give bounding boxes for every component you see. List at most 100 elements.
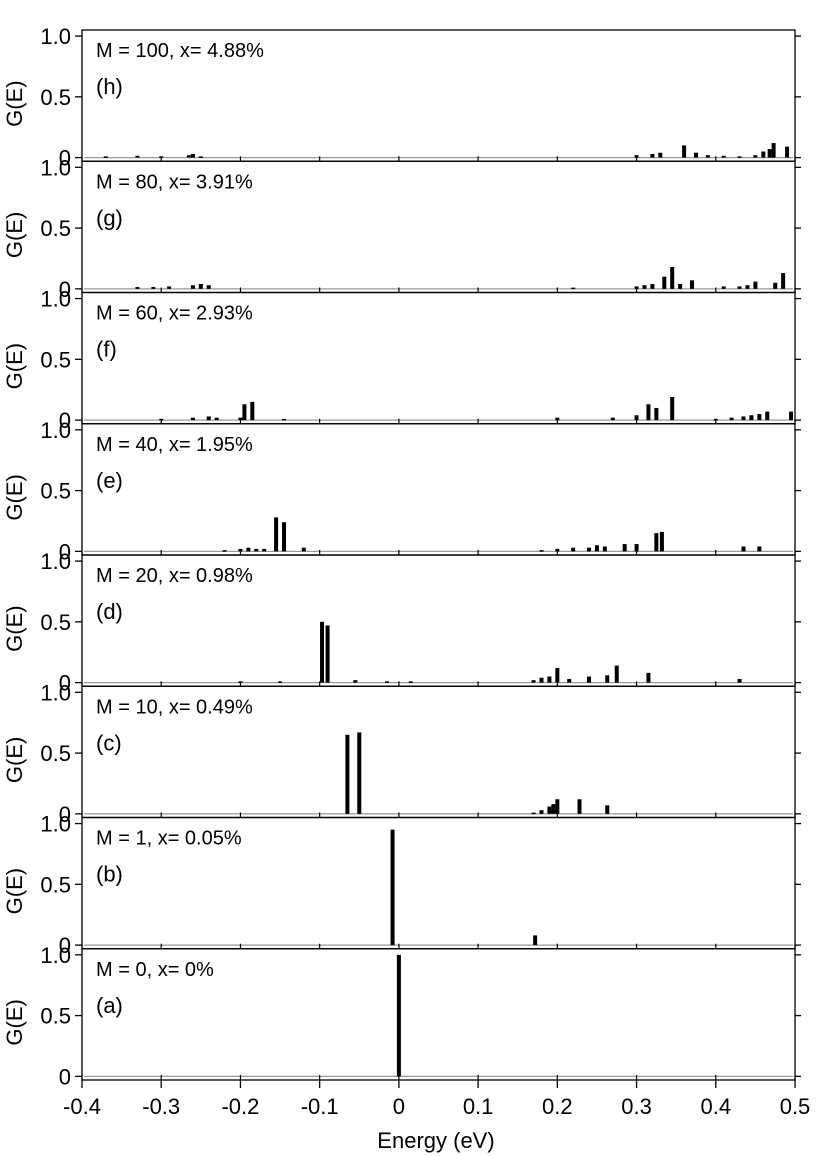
y-axis-label: G(E) [2, 999, 27, 1045]
bar [282, 418, 287, 421]
panel-label: (g) [96, 205, 123, 230]
panel-annotation: M = 40, x= 1.95% [96, 434, 253, 456]
bar [539, 550, 544, 552]
bar [693, 152, 698, 158]
bar [658, 152, 663, 158]
bar [567, 678, 572, 683]
bar [190, 153, 195, 158]
y-axis-label: G(E) [2, 80, 27, 126]
bar [282, 522, 287, 552]
x-axis-tick-labels: -0.4 -0.3 -0.2 -0.1 0 0.1 0.2 0.3 0.4 0.5 [63, 1080, 810, 1119]
x-tick-label: 0.1 [463, 1094, 494, 1119]
bar [654, 407, 659, 421]
bar [577, 799, 582, 814]
bar [325, 625, 330, 683]
bar [753, 155, 758, 158]
y-tick-label: 1.0 [40, 24, 71, 49]
y-tick-label: 0 [59, 671, 71, 696]
panel-b: 0 0.5 1.0 G(E) M = 1, x= 0.05% (b) [2, 812, 801, 958]
x-tick-label: -0.4 [63, 1094, 101, 1119]
panel-annotation: M = 100, x= 4.88% [96, 40, 264, 62]
bar [242, 404, 247, 421]
bar [721, 286, 726, 289]
bar [167, 286, 172, 289]
y-tick-label: 0.5 [40, 741, 71, 766]
y-tick-label: 0.5 [40, 479, 71, 504]
bar [198, 156, 203, 158]
bar [594, 545, 599, 552]
y-tick-label: 0.5 [40, 872, 71, 897]
bar [737, 286, 742, 289]
bar [662, 276, 667, 289]
bar [262, 548, 267, 552]
x-axis-label: Energy (eV) [377, 1128, 494, 1153]
bar [690, 280, 695, 289]
x-tick-label: -0.2 [221, 1094, 259, 1119]
bar [408, 681, 413, 683]
panel-label: (d) [96, 599, 123, 624]
x-tick-label: 0 [393, 1094, 405, 1119]
bar [654, 533, 659, 552]
bar [605, 675, 610, 683]
bar [646, 672, 651, 683]
bar [301, 547, 306, 552]
bar [250, 401, 255, 421]
x-tick-label: 0.3 [621, 1094, 652, 1119]
bar [390, 829, 395, 946]
bar [186, 155, 191, 158]
bar [320, 621, 325, 683]
y-tick-label: 1.0 [40, 680, 71, 705]
bar [785, 146, 790, 158]
y-tick-label: 1.0 [40, 155, 71, 180]
bar [659, 531, 664, 552]
y-tick-label: 0 [59, 1064, 71, 1089]
bar [135, 155, 140, 158]
y-axis-label: G(E) [2, 474, 27, 520]
bar [781, 273, 786, 289]
bar [396, 954, 401, 1077]
bar [737, 678, 742, 683]
y-tick-label: 0 [59, 146, 71, 171]
bar [622, 544, 627, 552]
y-tick-label: 1.0 [40, 812, 71, 837]
bar [749, 415, 754, 421]
y-tick-label: 0.5 [40, 85, 71, 110]
y-axis-label: G(E) [2, 343, 27, 389]
bar [773, 282, 778, 289]
bar [214, 417, 219, 421]
y-tick-label: 1.0 [40, 287, 71, 312]
bar [789, 411, 794, 421]
bar [571, 287, 576, 290]
bar [531, 812, 536, 815]
bar [222, 550, 227, 552]
bar [539, 677, 544, 683]
bar [151, 287, 156, 289]
bar [634, 415, 639, 421]
panel-h: 0 0.5 1.0 G(E) M = 100, x= 4.88% (h) [2, 24, 801, 171]
bar [278, 681, 283, 683]
x-tick-label: 0.5 [780, 1094, 811, 1119]
panel-annotation: M = 20, x= 0.98% [96, 565, 253, 587]
bar [705, 155, 710, 158]
y-tick-label: 1.0 [40, 943, 71, 968]
bar [190, 417, 195, 421]
panel-f: 0 0.5 1.0 G(E) M = 60, x= 2.93% (f) [2, 287, 801, 433]
bar [246, 547, 251, 552]
bar [547, 676, 552, 683]
bar [670, 397, 675, 421]
bar [745, 285, 750, 289]
bar [634, 544, 639, 552]
y-axis-label: G(E) [2, 868, 27, 914]
y-tick-label: 0 [59, 539, 71, 564]
y-tick-label: 0 [59, 802, 71, 827]
bar [721, 155, 726, 158]
y-tick-label: 0.5 [40, 347, 71, 372]
bar [539, 810, 544, 814]
bar [614, 665, 619, 683]
bar [587, 676, 592, 683]
y-tick-label: 0.5 [40, 216, 71, 241]
bar [103, 156, 108, 158]
panel-label: (b) [96, 862, 123, 887]
bar [531, 680, 536, 683]
bar [610, 417, 615, 421]
